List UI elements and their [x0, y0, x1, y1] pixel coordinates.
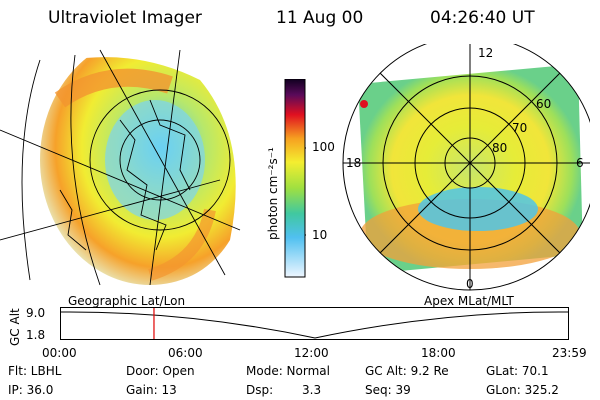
- lat-label-80: 80: [492, 141, 508, 155]
- timeline-tick-0000: 00:00: [42, 346, 77, 360]
- timeline-tick-2359: 23:59: [552, 346, 587, 360]
- timeline-axis-label: GC Alt: [8, 308, 22, 346]
- polar-map: [342, 44, 590, 291]
- timeline-ymax: 9.0: [26, 306, 46, 320]
- colorbar-tick-100: 100: [312, 140, 335, 154]
- gain-readout: Gain: 13: [126, 383, 177, 397]
- time-readout: 04:26:40 UT: [430, 8, 535, 28]
- dsp-label: Dsp:: [246, 383, 274, 397]
- colorbar-tick-10: 10: [312, 228, 328, 242]
- date-readout: 11 Aug 00: [276, 8, 364, 28]
- glat-readout: GLat: 70.1: [486, 364, 549, 378]
- filter-readout: Flt: LBHL: [8, 364, 62, 378]
- lat-label-70: 70: [512, 121, 528, 135]
- mlt-label-12: 12: [478, 46, 494, 60]
- timeline-ymin: 1.8: [26, 328, 46, 342]
- app-title: Ultraviolet Imager: [48, 8, 202, 28]
- mode-readout: Mode: Normal: [246, 364, 330, 378]
- timeline-tick-1800: 18:00: [421, 346, 456, 360]
- door-readout: Door: Open: [126, 364, 195, 378]
- polar-map-label: Apex MLat/MLT: [424, 294, 514, 308]
- mlt-label-18: 18: [346, 156, 362, 170]
- geo-map-label: Geographic Lat/Lon: [68, 294, 186, 308]
- colorbar-label: photon cm⁻²s⁻¹: [266, 147, 280, 240]
- timeline-tick-0600: 06:00: [168, 346, 203, 360]
- glon-readout: GLon: 325.2: [486, 383, 559, 397]
- geographic-map: [0, 49, 241, 286]
- ip-readout: IP: 36.0: [8, 383, 54, 397]
- altitude-timeline[interactable]: [60, 307, 572, 341]
- lat-label-60: 60: [536, 97, 552, 111]
- mlt-label-6: 6: [576, 156, 584, 170]
- timeline-tick-1200: 12:00: [294, 346, 329, 360]
- intensity-colorbar: [284, 79, 306, 278]
- mlt-label-0: 0: [466, 277, 474, 291]
- gc-alt-readout: GC Alt: 9.2 Re: [365, 364, 449, 378]
- dsp-value: 3.3: [302, 383, 322, 397]
- seq-readout: Seq: 39: [365, 383, 411, 397]
